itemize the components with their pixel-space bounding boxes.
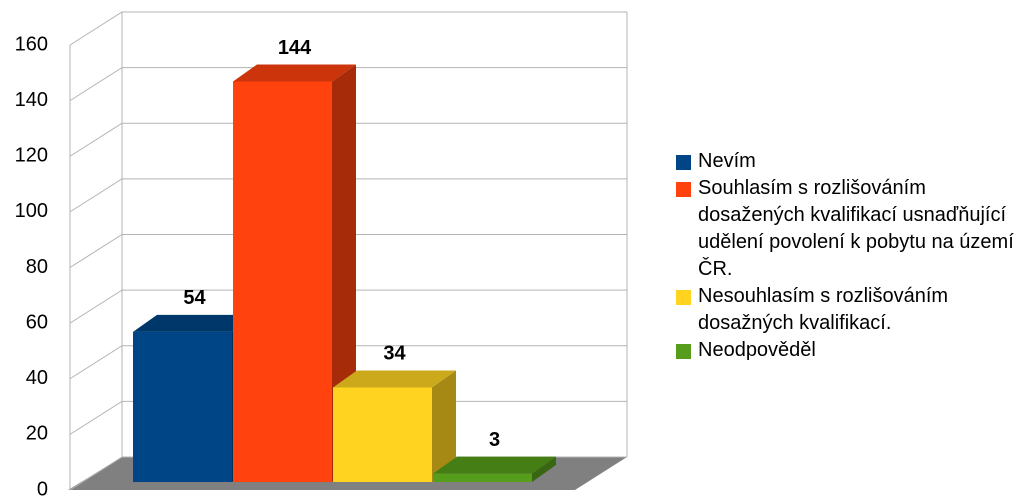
legend-item: Souhlasím s rozlišováním dosažených kval… [676, 175, 1021, 283]
bar-top [133, 314, 256, 332]
data-label: 144 [278, 37, 312, 59]
grid-line [69, 67, 627, 102]
legend-label: Nesouhlasím s rozlišováním dosažných kva… [698, 285, 949, 334]
y-tick-label: 80 [26, 256, 48, 278]
bar [433, 456, 556, 482]
bar-front [433, 473, 532, 482]
legend-label: Nevím [698, 150, 756, 172]
y-tick-label: 20 [26, 423, 48, 445]
bar [233, 64, 356, 482]
bar-front [233, 81, 332, 482]
data-label: 34 [383, 343, 406, 365]
y-tick-label: 160 [15, 33, 48, 55]
legend-item: Neodpověděl [676, 337, 1021, 364]
legend-item: Nesouhlasím s rozlišováním dosažných kva… [676, 283, 1021, 337]
data-label: 54 [183, 287, 206, 309]
legend-item: Nevím [676, 148, 1021, 175]
grid-line [69, 122, 627, 157]
bar-top [333, 370, 456, 388]
legend-label: Souhlasím s rozlišováním dosažených kval… [698, 177, 1014, 280]
grid-line [69, 400, 627, 435]
bar-top [233, 64, 356, 82]
legend-swatch [676, 182, 691, 197]
bar-top [433, 456, 556, 474]
legend: Nevím Souhlasím s rozlišováním dosažených… [676, 148, 1021, 364]
grid-line [69, 345, 627, 380]
y-tick-label: 120 [15, 145, 48, 167]
y-tick-label: 100 [15, 200, 48, 222]
grid-line [69, 178, 627, 213]
y-tick-label: 0 [37, 478, 48, 500]
legend-label: Neodpověděl [698, 339, 816, 361]
bar [333, 370, 456, 482]
bar-side [532, 456, 556, 482]
legend-swatch [676, 344, 691, 359]
grid-line [69, 234, 627, 268]
bar-front [133, 331, 232, 482]
bar-front [333, 387, 432, 482]
grid-line [69, 11, 627, 46]
data-label: 3 [489, 429, 500, 451]
legend-swatch [676, 155, 691, 170]
y-tick-label: 140 [15, 89, 48, 111]
bar-side [432, 370, 456, 482]
grid-line [69, 289, 627, 324]
legend-swatch [676, 290, 691, 305]
y-tick-label: 60 [26, 311, 48, 333]
y-tick-label: 40 [26, 367, 48, 389]
